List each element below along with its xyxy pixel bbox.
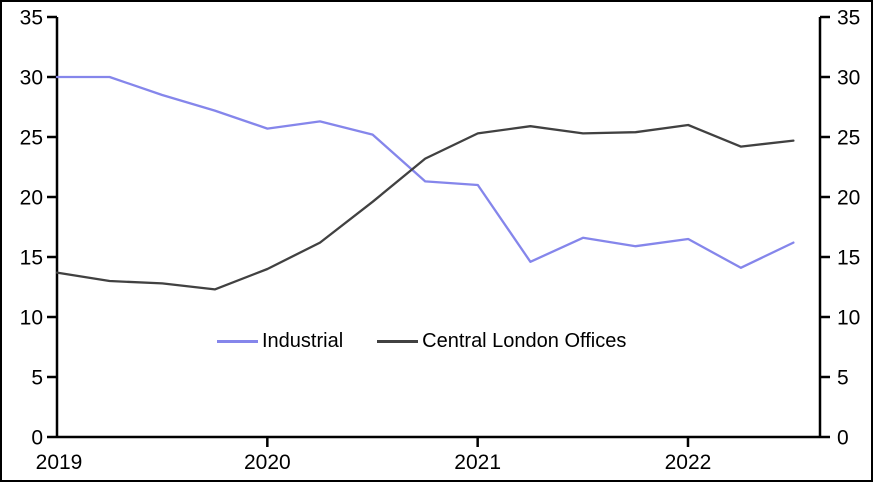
y-tick-label-right: 5 [837,367,849,390]
legend-swatch-central-london-offices [377,339,419,343]
x-tick-label: 2022 [665,451,712,474]
y-tick-label-left: 25 [20,127,43,150]
y-tick-label-right: 30 [837,67,860,90]
legend-swatch-industrial [217,339,258,343]
chart-legend: Industrial Central London Offices [217,329,626,353]
y-tick-label-left: 20 [20,187,43,210]
y-tick-label-left: 10 [20,307,43,330]
y-tick-label-right: 10 [837,307,860,330]
y-tick-label-right: 0 [837,427,849,450]
y-tick-label-left: 5 [31,367,43,390]
series-line-central-london-offices [55,123,795,291]
x-tick-label: 2020 [244,451,291,474]
y-tick-label-right: 35 [837,7,860,30]
legend-label-industrial: Industrial [262,330,344,352]
series-line-industrial [55,75,795,269]
y-tick-label-left: 35 [20,7,43,30]
y-tick-label-right: 25 [837,127,860,150]
y-tick-label-left: 0 [31,427,43,450]
y-tick-label-left: 30 [20,67,43,90]
legend-label-central-london-offices: Central London Offices [422,330,627,352]
y-tick-label-right: 15 [837,247,860,270]
x-tick-label: 2019 [36,451,83,474]
y-tick-label-right: 20 [837,187,860,210]
x-tick-label: 2021 [454,451,501,474]
y-tick-label-left: 15 [20,247,43,270]
